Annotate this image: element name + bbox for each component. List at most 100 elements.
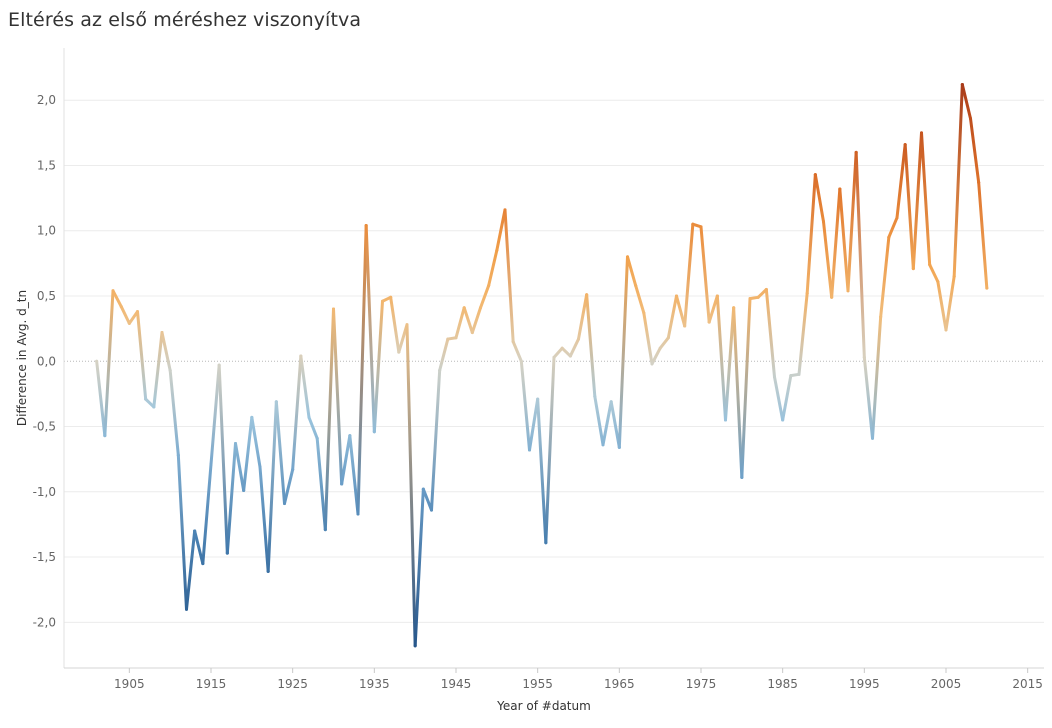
data-point[interactable] [454,336,458,340]
series-segment[interactable] [740,297,752,479]
series-segment[interactable] [764,287,776,379]
series-segment[interactable] [969,116,981,184]
data-point[interactable] [511,340,515,344]
data-point[interactable] [879,315,883,319]
series-segment[interactable] [152,331,164,409]
series-segment[interactable] [193,529,205,566]
series-segment[interactable] [830,187,842,299]
data-point[interactable] [805,291,809,295]
data-point[interactable] [381,299,384,303]
data-point[interactable] [536,397,540,401]
series-segment[interactable] [911,131,923,271]
data-point[interactable] [430,508,433,512]
series-segment[interactable] [585,293,597,399]
data-point[interactable] [242,488,246,492]
data-point[interactable] [144,397,148,401]
series-segment[interactable] [438,337,450,372]
data-point[interactable] [323,528,327,532]
series-segment[interactable] [879,235,891,319]
series-segment[interactable] [666,294,678,340]
series-segment[interactable] [250,415,262,469]
series-segment[interactable] [903,143,915,271]
series-segment[interactable] [854,150,866,359]
series-segment[interactable] [176,453,188,611]
data-point[interactable] [389,295,393,299]
data-point[interactable] [887,235,891,239]
data-point[interactable] [764,287,768,291]
data-point[interactable] [307,415,311,419]
data-point[interactable] [911,267,915,271]
series-segment[interactable] [234,441,246,492]
data-point[interactable] [487,284,491,288]
data-point[interactable] [797,372,801,376]
data-point[interactable] [977,180,981,184]
series-segment[interactable] [462,306,474,335]
series-segment[interactable] [511,340,523,363]
series-segment[interactable] [519,359,531,452]
series-segment[interactable] [805,173,817,295]
series-segment[interactable] [364,224,376,434]
series-segment[interactable] [217,363,229,555]
data-point[interactable] [421,487,425,491]
series-segment[interactable] [242,415,254,492]
data-point[interactable] [193,529,197,533]
series-segment[interactable] [209,363,221,466]
data-point[interactable] [552,355,556,359]
data-point[interactable] [854,150,858,154]
series-segment[interactable] [160,331,172,372]
data-point[interactable] [250,415,254,419]
data-point[interactable] [528,448,531,452]
data-point[interactable] [895,216,899,220]
data-point[interactable] [413,644,417,648]
data-point[interactable] [969,116,972,120]
data-point[interactable] [585,293,589,297]
data-point[interactable] [356,512,360,516]
data-point[interactable] [119,304,123,308]
data-point[interactable] [95,359,99,363]
data-point[interactable] [724,418,727,422]
series-segment[interactable] [372,299,384,434]
data-point[interactable] [862,355,866,359]
series-segment[interactable] [201,462,213,566]
data-point[interactable] [936,280,940,284]
series-segment[interactable] [479,284,491,310]
data-point[interactable] [871,436,874,440]
data-point[interactable] [626,255,629,259]
series-segment[interactable] [299,354,311,419]
series-segment[interactable] [119,304,131,325]
data-point[interactable] [593,395,597,399]
series-segment[interactable] [960,83,972,120]
data-point[interactable] [732,306,736,310]
series-line[interactable] [95,83,989,648]
data-point[interactable] [315,436,319,440]
series-segment[interactable] [552,346,564,359]
data-point[interactable] [707,320,711,324]
data-point[interactable] [266,569,270,573]
data-point[interactable] [503,208,507,212]
series-segment[interactable] [724,306,736,422]
series-segment[interactable] [95,359,107,438]
data-point[interactable] [813,173,817,177]
data-point[interactable] [201,562,205,566]
data-point[interactable] [609,400,613,404]
data-point[interactable] [691,222,695,226]
series-segment[interactable] [307,415,319,440]
data-point[interactable] [446,337,450,341]
series-segment[interactable] [421,487,433,512]
data-point[interactable] [658,346,662,350]
data-point[interactable] [601,443,605,447]
series-segment[interactable] [699,225,711,324]
data-point[interactable] [952,274,956,278]
data-point[interactable] [372,430,376,434]
data-point[interactable] [748,297,752,301]
series-segment[interactable] [111,289,123,308]
data-point[interactable] [822,220,825,224]
series-segment[interactable] [944,274,956,332]
data-point[interactable] [928,263,932,267]
series-segment[interactable] [536,397,548,545]
data-point[interactable] [397,350,401,354]
data-point[interactable] [903,143,907,147]
series-segment[interactable] [617,255,629,449]
series-segment[interactable] [356,224,368,516]
data-point[interactable] [274,400,278,404]
